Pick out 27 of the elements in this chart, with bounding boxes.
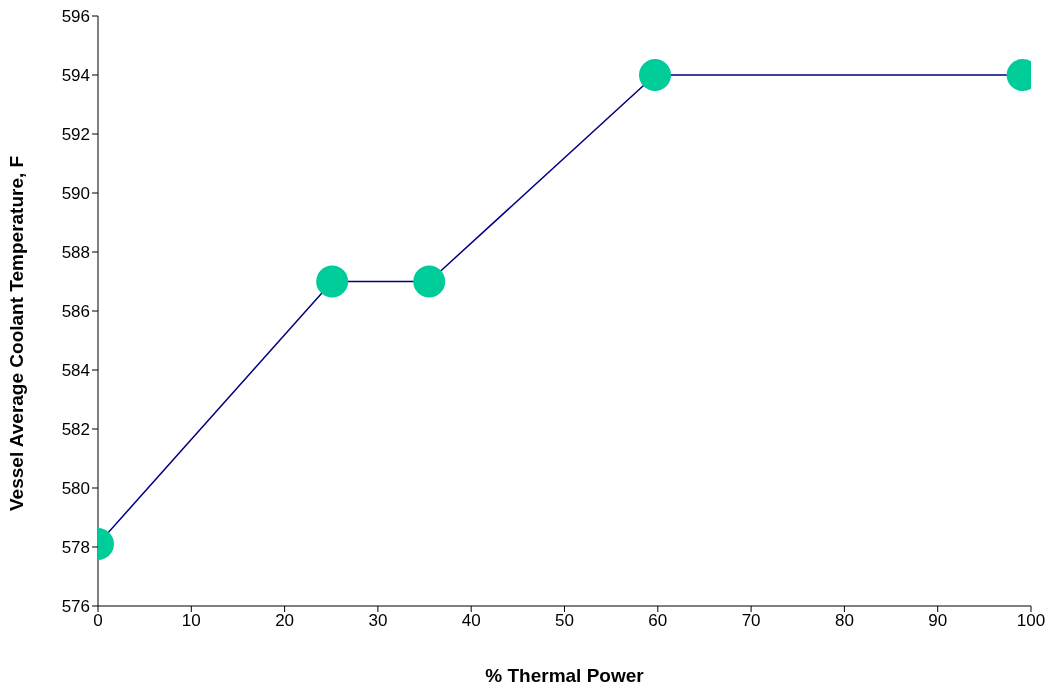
y-tick-label: 580 bbox=[61, 479, 90, 499]
y-tick-label: 576 bbox=[61, 597, 90, 617]
x-tick-label: 40 bbox=[461, 611, 481, 631]
x-tick-label: 20 bbox=[275, 611, 295, 631]
x-tick-label: 70 bbox=[741, 611, 761, 631]
y-tick-label: 582 bbox=[61, 420, 90, 440]
y-tick-label: 592 bbox=[61, 125, 90, 145]
y-axis-title: Vessel Average Coolant Temperature, F bbox=[5, 155, 27, 511]
y-tick-label: 588 bbox=[61, 243, 90, 263]
x-axis-title: % Thermal Power bbox=[485, 665, 645, 686]
x-tick-label: 30 bbox=[368, 611, 388, 631]
point bbox=[639, 59, 671, 91]
y-tick-label: 590 bbox=[61, 184, 90, 204]
x-tick-label: 60 bbox=[648, 611, 668, 631]
y-tick-label: 586 bbox=[61, 302, 90, 322]
x-tick-label: 10 bbox=[181, 611, 201, 631]
point bbox=[413, 265, 446, 298]
x-tick-label: 90 bbox=[928, 611, 948, 631]
x-tick-label: 0 bbox=[93, 611, 103, 631]
x-tick-label: 50 bbox=[555, 611, 574, 631]
x-tick-label: 80 bbox=[834, 611, 854, 631]
y-tick-label: 584 bbox=[61, 361, 90, 381]
x-tick-label: 100 bbox=[1016, 611, 1046, 631]
y-tick-label: 578 bbox=[61, 538, 90, 558]
point bbox=[316, 265, 349, 298]
y-tick-label: 594 bbox=[61, 66, 90, 86]
y-tick-label: 596 bbox=[61, 7, 90, 27]
